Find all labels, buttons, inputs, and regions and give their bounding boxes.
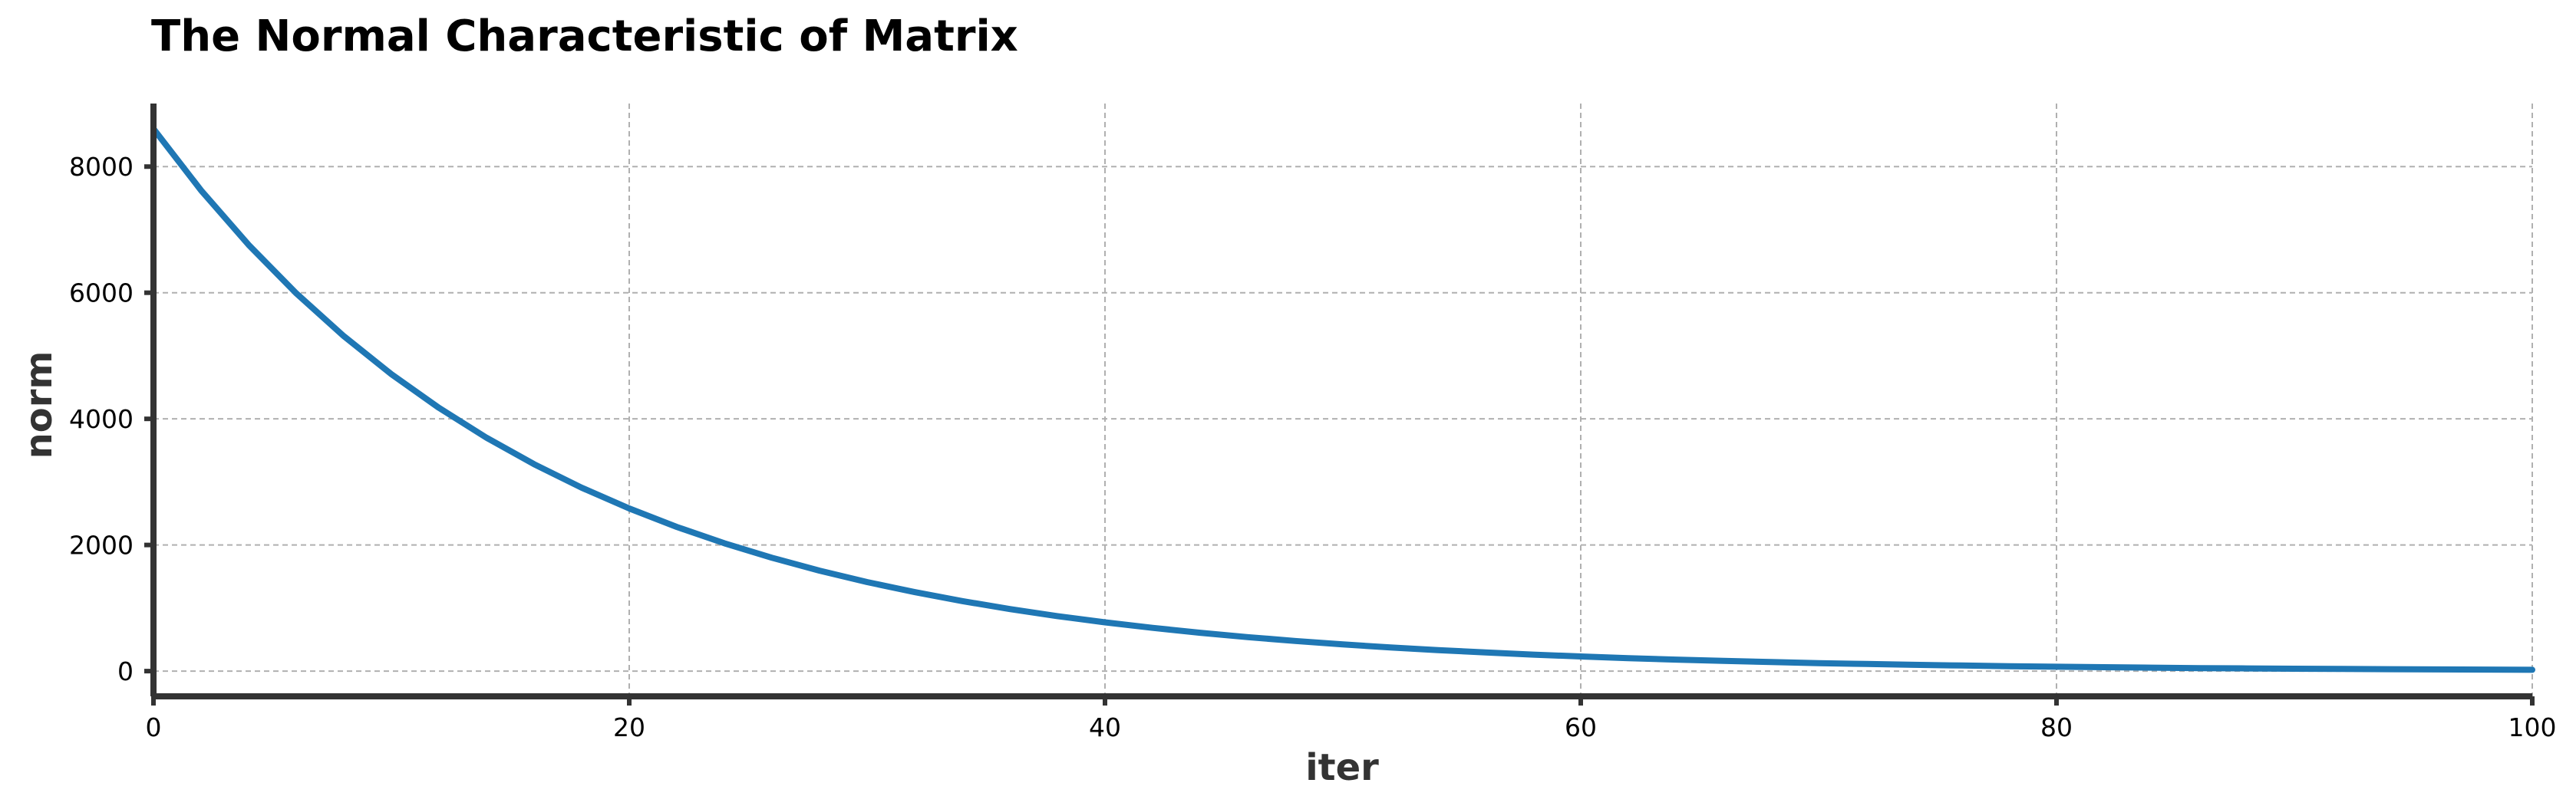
y-tick-label: 2000: [69, 531, 134, 561]
chart-title: The Normal Characteristic of Matrix: [151, 12, 1018, 61]
x-tick-label: 0: [146, 712, 162, 742]
x-tick-label: 40: [1089, 712, 1121, 742]
y-axis-label: norm: [18, 351, 61, 459]
x-tick-label: 60: [1565, 712, 1597, 742]
x-axis-ticks: 0 20 40 60 80 100: [146, 696, 2557, 742]
y-tick-label: 0: [117, 656, 134, 686]
series-group: [150, 125, 2535, 673]
y-tick-label: 4000: [69, 404, 134, 434]
x-tick-label: 80: [2040, 712, 2073, 742]
x-tick-label: 100: [2508, 712, 2557, 742]
series-line: [150, 125, 2535, 673]
x-tick-label: 20: [613, 712, 645, 742]
axes-spines: [150, 104, 2532, 699]
grid-lines: [153, 104, 2533, 696]
y-axis-ticks: 0 2000 4000 6000 8000: [69, 152, 153, 686]
x-axis-label: iter: [1305, 746, 1379, 789]
y-tick-label: 6000: [69, 278, 134, 308]
y-tick-label: 8000: [69, 152, 134, 182]
